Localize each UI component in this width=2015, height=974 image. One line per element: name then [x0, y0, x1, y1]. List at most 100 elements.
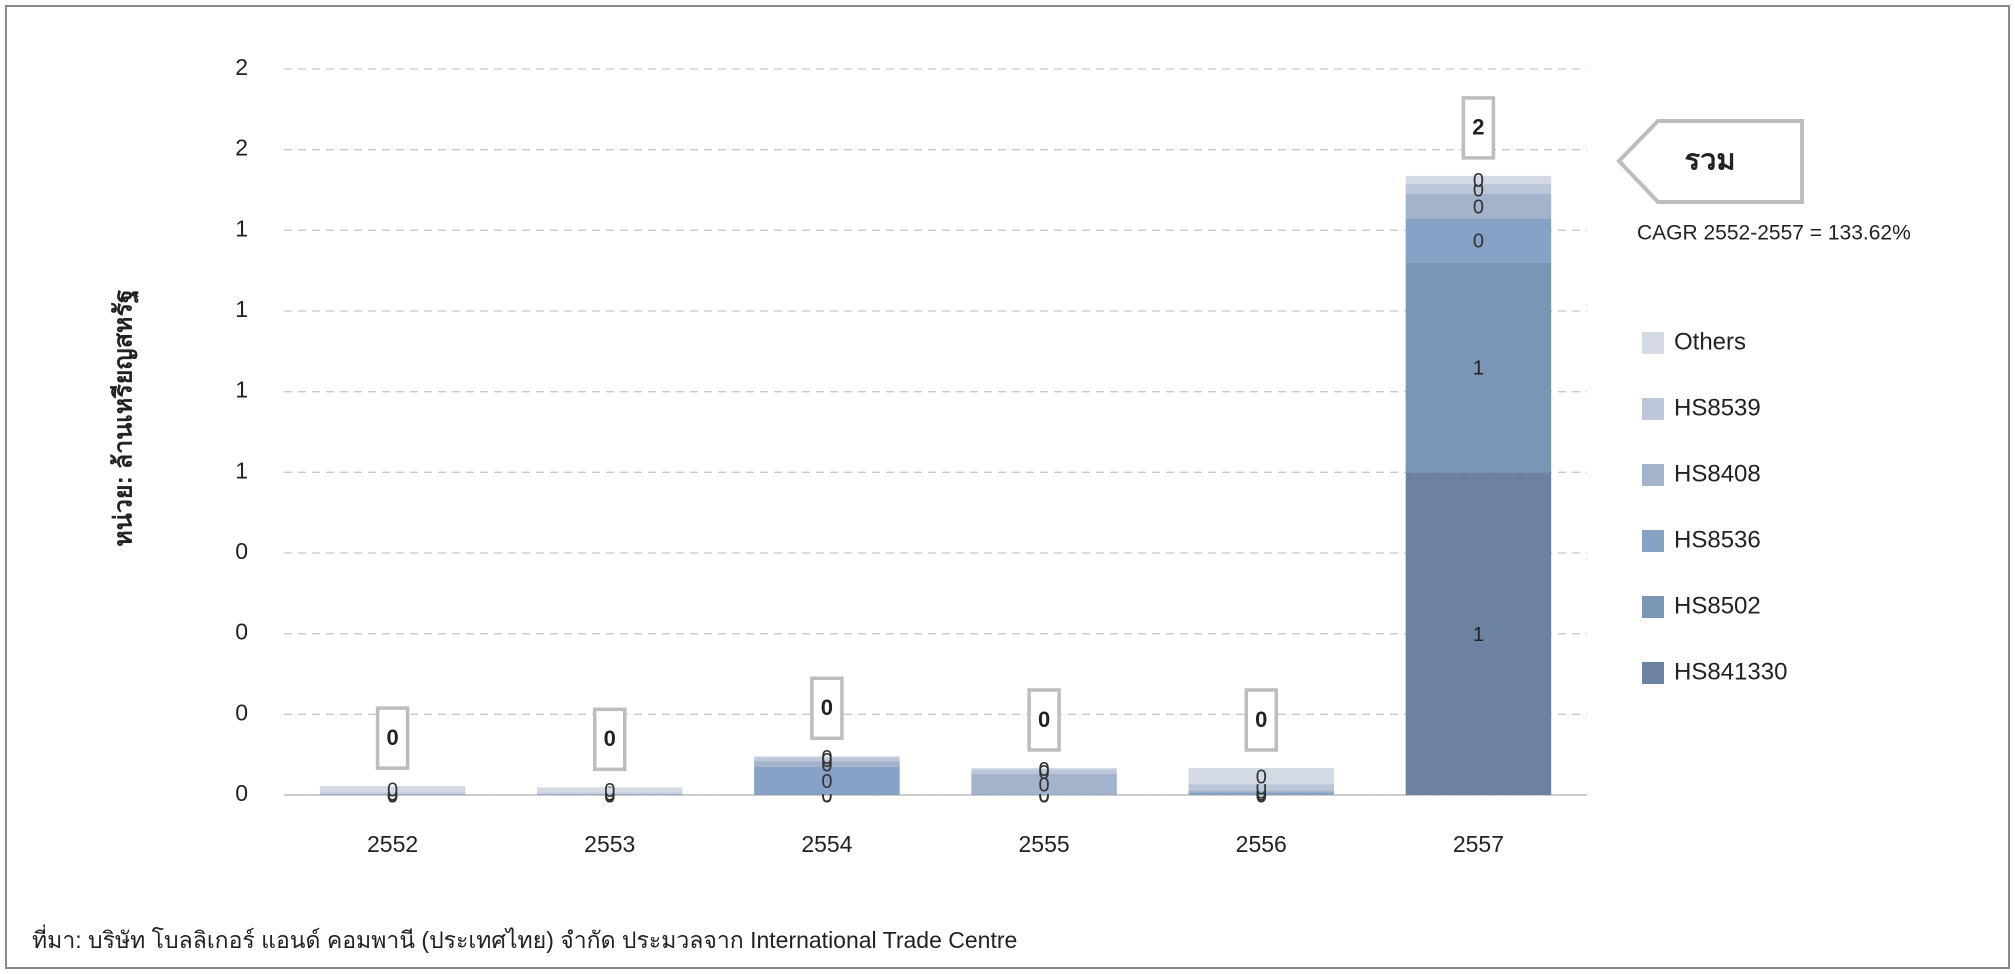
segment-label: 1	[1473, 624, 1484, 646]
bar-segment	[1188, 790, 1335, 793]
bar-segment	[536, 792, 683, 794]
y-tick-label: 2	[235, 135, 248, 161]
legend-swatch	[1642, 332, 1664, 354]
source-note: ที่มา: บริษัท โบลลิเกอร์ แอนด์ คอมพานี (…	[32, 924, 1017, 953]
bar-segment	[319, 792, 466, 794]
segment-label: 0	[821, 771, 832, 793]
segment-label: 0	[821, 754, 832, 776]
segment-label: 0	[821, 747, 832, 769]
bar-segment	[971, 794, 1117, 795]
callout-label: รวม	[1685, 145, 1736, 177]
y-tick-label: 2	[235, 54, 248, 80]
segment-label: 1	[1473, 358, 1484, 380]
bar-segment	[536, 793, 683, 795]
segment-label: 0	[1256, 782, 1267, 804]
segment-label: 0	[1473, 179, 1484, 201]
segment-label: 0	[1473, 196, 1484, 218]
cagr-note: CAGR 2552-2557 = 133.62%	[1637, 222, 1911, 245]
segment-label: 0	[387, 784, 398, 806]
legend-label: HS841330	[1674, 658, 1787, 685]
y-tick-label: 0	[235, 538, 248, 564]
bar-segment	[319, 793, 466, 795]
segment-label: 0	[604, 784, 615, 806]
y-tick-label: 1	[235, 296, 248, 322]
segment-label: 0	[387, 779, 398, 801]
segment-label: 0	[1039, 785, 1050, 807]
legend-label: HS8502	[1674, 592, 1761, 619]
segment-label: 0	[604, 780, 615, 802]
legend-swatch	[1642, 662, 1664, 684]
segment-label: 0	[1039, 785, 1050, 807]
bar-segment	[1188, 792, 1335, 795]
segment-label: 0	[1039, 759, 1050, 781]
total-box	[1461, 96, 1496, 160]
segment-label: 0	[387, 783, 398, 805]
bar-segment	[1405, 183, 1552, 195]
segment-label: 0	[604, 785, 615, 807]
bar-segment	[1188, 784, 1335, 791]
legend-label: HS8536	[1674, 526, 1761, 553]
total-label: 2	[1472, 115, 1484, 140]
segment-label: 0	[604, 783, 615, 805]
y-tick-label: 0	[235, 699, 248, 725]
bar-segment	[1405, 194, 1552, 219]
total-box	[1244, 688, 1278, 752]
y-tick-label: 0	[235, 619, 248, 645]
bar-segment	[1405, 262, 1552, 473]
segment-label: 0	[1256, 785, 1267, 807]
segment-label: 0	[387, 785, 398, 807]
legend-swatch	[1642, 530, 1664, 552]
segment-label: 0	[821, 750, 832, 772]
bar-segment	[1188, 767, 1335, 785]
bar-segment	[971, 774, 1117, 795]
segment-label: 0	[1039, 762, 1050, 784]
legend-label: HS8408	[1674, 460, 1761, 487]
x-tick-label: 2553	[584, 831, 635, 857]
segment-label: 0	[821, 785, 832, 807]
y-tick-label: 1	[235, 457, 248, 483]
x-tick-label: 2552	[367, 831, 418, 857]
y-axis-label: หน่วย: ล้านเหรียญสหรัฐ	[110, 289, 140, 547]
segment-label: 0	[1039, 785, 1050, 807]
total-box	[810, 676, 844, 741]
legend-swatch	[1642, 596, 1664, 618]
total-box	[593, 707, 627, 772]
y-tick-label: 1	[235, 215, 248, 241]
segment-label: 0	[1256, 766, 1267, 788]
segment-label: 0	[821, 785, 832, 807]
total-label: 0	[604, 726, 616, 751]
total-label: 0	[1255, 707, 1267, 732]
segment-label: 0	[1256, 784, 1267, 806]
segment-label: 0	[387, 785, 398, 807]
legend-swatch	[1642, 398, 1664, 420]
bar-segment	[971, 769, 1117, 775]
total-label: 0	[386, 725, 398, 750]
bar-segment	[1405, 218, 1552, 263]
bar-segment	[319, 786, 466, 793]
bar-segment	[754, 794, 900, 795]
bar-segment	[536, 787, 683, 793]
segment-label: 0	[1473, 170, 1484, 192]
x-tick-label: 2554	[801, 831, 852, 857]
bar-segment	[971, 767, 1117, 770]
segment-label: 0	[387, 785, 398, 807]
bar-segment	[754, 766, 900, 795]
bar-segment	[754, 761, 900, 767]
x-tick-label: 2557	[1453, 831, 1504, 857]
bar-segment	[754, 757, 900, 762]
segment-label: 0	[604, 785, 615, 807]
legend-label: Others	[1674, 328, 1746, 355]
total-box	[1027, 688, 1061, 752]
total-callout	[1616, 119, 1804, 204]
segment-label: 0	[1039, 774, 1050, 796]
segment-label: 0	[1256, 785, 1267, 807]
legend-label: HS8539	[1674, 394, 1761, 421]
total-box	[375, 706, 410, 770]
y-tick-label: 0	[235, 780, 248, 806]
x-tick-label: 2555	[1018, 831, 1069, 857]
segment-label: 0	[1473, 231, 1484, 253]
legend-swatch	[1642, 464, 1664, 486]
bar-segment	[754, 756, 900, 758]
segment-label: 0	[1256, 778, 1267, 800]
